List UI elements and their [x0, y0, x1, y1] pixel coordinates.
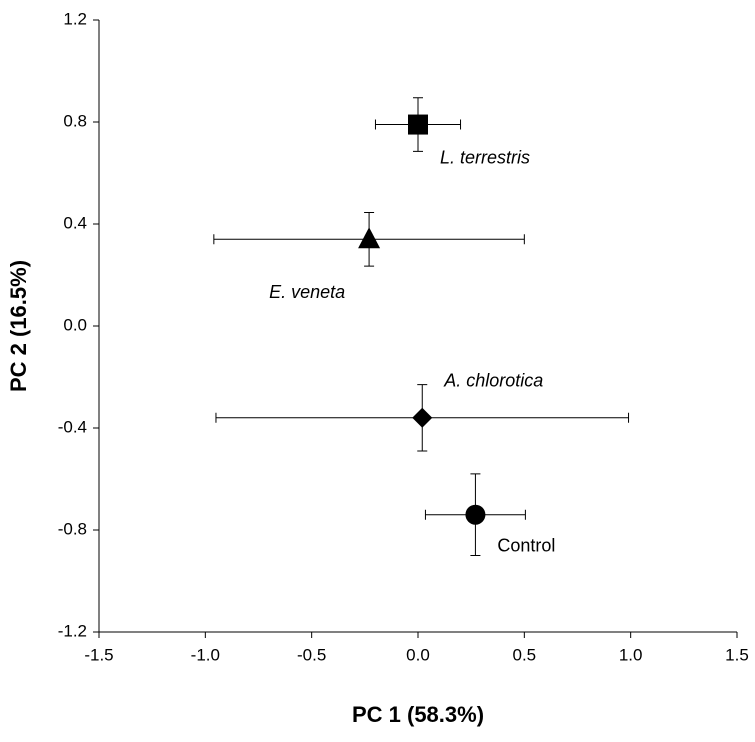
- point-label: Control: [497, 535, 555, 555]
- y-tick-label: 1.2: [63, 9, 87, 28]
- marker: [358, 227, 381, 249]
- marker: [412, 407, 433, 428]
- marker: [465, 504, 486, 525]
- y-tick-label: 0.8: [63, 111, 87, 130]
- x-tick-label: -1.0: [191, 645, 220, 664]
- y-tick-label: -0.4: [58, 417, 87, 436]
- x-tick-label: 0.0: [406, 645, 430, 664]
- x-tick-label: 0.5: [513, 645, 537, 664]
- x-tick-label: 1.5: [725, 645, 749, 664]
- y-tick-label: 0.0: [63, 315, 87, 334]
- point-label: L. terrestris: [440, 147, 530, 167]
- point-label: E. veneta: [269, 282, 345, 302]
- y-tick-label: -0.8: [58, 519, 87, 538]
- y-tick-label: -1.2: [58, 621, 87, 640]
- point-label: A. chlorotica: [443, 371, 543, 391]
- x-axis-title: PC 1 (58.3%): [352, 702, 484, 727]
- y-tick-label: 0.4: [63, 213, 87, 232]
- error-bars: [213, 212, 525, 267]
- x-tick-label: -1.5: [84, 645, 113, 664]
- x-tick-label: 1.0: [619, 645, 643, 664]
- marker: [408, 114, 428, 135]
- x-tick-label: -0.5: [297, 645, 326, 664]
- y-axis-title: PC 2 (16.5%): [6, 260, 31, 392]
